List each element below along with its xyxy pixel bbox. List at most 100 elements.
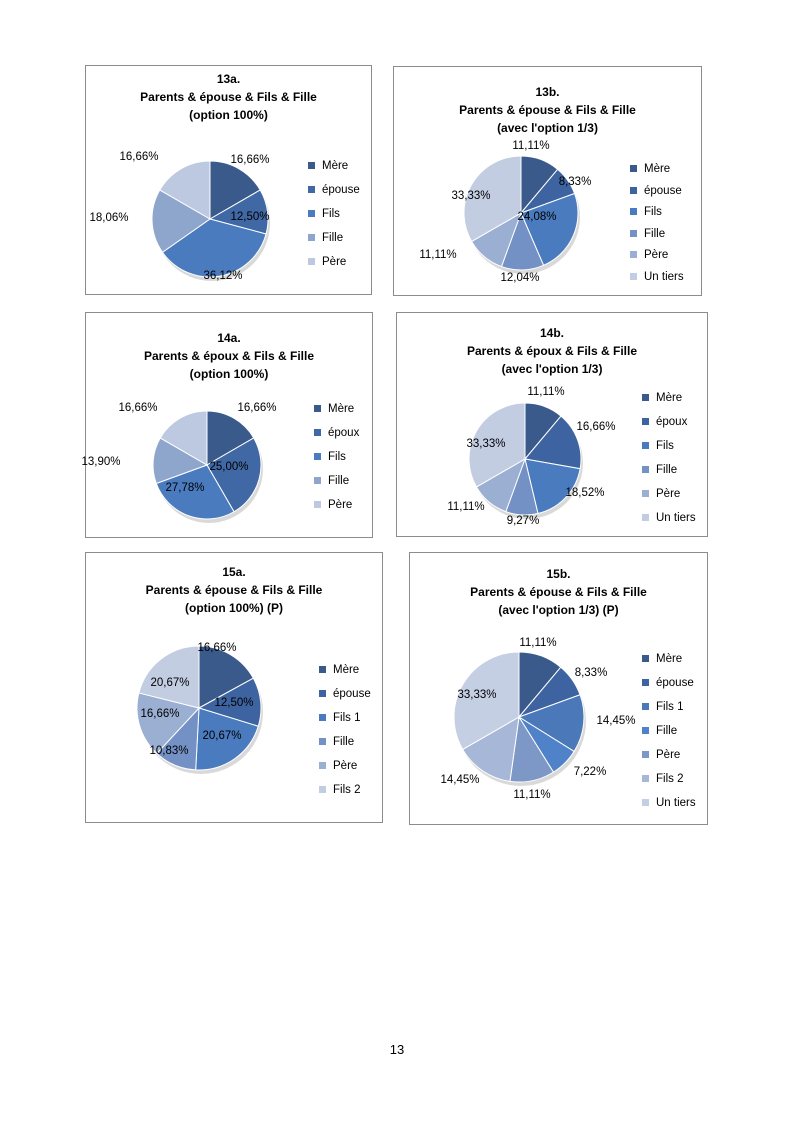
- chart-title: 14a. Parents & époux & Fils & Fille (opt…: [86, 329, 372, 383]
- legend-swatch: [308, 162, 315, 169]
- data-label-fils-2: 20,67%: [150, 677, 189, 689]
- chart-title-line: (option 100%): [189, 108, 268, 122]
- pie-chart: 11,11% 8,33% 24,08% 12,04% 11,11% 33,33%: [419, 140, 592, 284]
- legend-swatch: [642, 442, 649, 449]
- chart-title-line: 15b.: [546, 567, 571, 581]
- legend-swatch: [319, 690, 326, 697]
- legend-label: Fils 1: [656, 701, 684, 713]
- legend-swatch: [308, 210, 315, 217]
- pie-slice-epoux: [524, 415, 582, 470]
- legend-swatch: [314, 453, 321, 460]
- data-label-epouse: 8,33%: [559, 176, 592, 188]
- legend-swatch: [642, 655, 649, 662]
- data-label-mere: 11,11%: [527, 386, 564, 398]
- data-label-pere: 16,66%: [140, 708, 179, 720]
- legend-label: Mère: [656, 653, 683, 665]
- legend-swatch: [642, 703, 649, 710]
- pie-slice-fils: [520, 192, 579, 266]
- data-label-epoux: 25,00%: [209, 461, 248, 473]
- legend-swatch: [308, 234, 315, 241]
- legend-label: Père: [656, 488, 681, 500]
- pie-chart: 16,66% 25,00% 27,78% 13,90% 16,66%: [81, 402, 277, 523]
- data-label-fille: 7,22%: [574, 766, 607, 778]
- chart-title-line: Parents & époux & Fils & Fille: [466, 344, 638, 358]
- legend-label: Fils 1: [333, 712, 361, 724]
- legend-swatch: [319, 714, 326, 721]
- legend-swatch: [308, 186, 315, 193]
- legend-label: Fille: [333, 736, 355, 748]
- chart-14b: 14b. Parents & époux & Fils & Fille (ave…: [396, 312, 708, 537]
- pie-slice-un-tiers: [468, 402, 526, 488]
- pie-slice-fils-2: [462, 716, 520, 782]
- legend-swatch: [319, 738, 326, 745]
- legend-swatch: [308, 258, 315, 265]
- legend-label: Fils: [322, 208, 340, 220]
- chart-title-line: (option 100%): [189, 367, 269, 381]
- legend-swatch: [314, 501, 321, 508]
- chart-title-line: 14b.: [539, 326, 564, 340]
- chart-title: 15b. Parents & épouse & Fils & Fille (av…: [410, 565, 707, 619]
- pie-slice-pere: [159, 160, 211, 220]
- legend-swatch: [630, 186, 637, 194]
- legend-label: Fils 2: [656, 773, 684, 785]
- chart-title-line: (avec l'option 1/3) (P): [498, 603, 619, 617]
- legend-swatch: [630, 165, 637, 172]
- pie-slice-fils-1: [517, 694, 585, 753]
- data-label-fils-2: 14,45%: [440, 774, 479, 786]
- legend-swatch: [642, 418, 649, 425]
- chart-title-line: Parents & époux & Fils & Fille: [143, 349, 315, 363]
- pie-slice-fils: [161, 218, 267, 278]
- chart-15b: 15b. Parents & épouse & Fils & Fille (av…: [409, 552, 708, 825]
- chart-title-line: Parents & épouse & Fils & Fille: [470, 585, 647, 599]
- data-label-un-tiers: 33,33%: [451, 190, 490, 202]
- legend-label: Un tiers: [644, 270, 684, 283]
- data-label-fille: 12,04%: [500, 272, 539, 284]
- legend-label: Fille: [322, 232, 344, 244]
- legend-label: Mère: [656, 392, 683, 404]
- data-label-pere: 16,66%: [119, 151, 158, 163]
- chart-title: 13a. Parents & épouse & Fils & Fille (op…: [86, 70, 371, 124]
- legend-swatch: [642, 751, 649, 758]
- data-label-epouse: 12,50%: [214, 697, 253, 709]
- data-label-fille: 10,83%: [149, 745, 188, 757]
- page-number: 13: [389, 1042, 405, 1057]
- data-label-fils: 27,78%: [165, 482, 204, 494]
- legend-label: Mère: [322, 160, 349, 172]
- legend-swatch: [630, 208, 637, 215]
- data-label-fils-1: 20,67%: [202, 730, 241, 742]
- data-label-fille: 9,27%: [507, 515, 540, 527]
- legend-label: Un tiers: [656, 512, 696, 524]
- legend-swatch: [319, 786, 326, 793]
- data-label-mere: 16,66%: [197, 642, 236, 654]
- data-label-mere: 16,66%: [230, 154, 269, 166]
- data-label-epouse: 12,50%: [230, 211, 269, 223]
- legend-label: Père: [656, 749, 681, 761]
- legend-swatch: [314, 477, 321, 484]
- pie-slice-pere: [136, 692, 200, 755]
- data-label-un-tiers: 33,33%: [466, 438, 505, 450]
- pie-chart: 16,66% 12,50% 36,12% 18,06% 16,66%: [89, 151, 270, 282]
- chart-title-line: (avec l'option 1/3): [497, 121, 598, 135]
- legend-swatch: [630, 229, 637, 237]
- data-label-fils: 36,12%: [203, 270, 242, 282]
- data-label-pere: 11,11%: [513, 789, 550, 801]
- legend-label: Fille: [328, 475, 350, 487]
- legend-label: Fille: [656, 464, 678, 476]
- legend-label: Fils: [328, 451, 346, 463]
- chart-title-line: (option 100%) (P): [185, 601, 283, 615]
- legend-swatch: [630, 272, 637, 280]
- legend-swatch: [642, 514, 649, 521]
- chart-title-line: 15a.: [222, 565, 246, 579]
- legend-label: Mère: [333, 664, 360, 676]
- legend-swatch: [642, 727, 649, 734]
- pie-slice-mere: [209, 160, 261, 220]
- pie-slice-fille: [151, 189, 211, 253]
- data-label-epouse: 8,33%: [575, 667, 608, 679]
- data-label-fille: 13,90%: [81, 456, 120, 468]
- legend-label: épouse: [656, 677, 694, 689]
- pie-chart: 16,66% 12,50% 20,67% 10,83% 16,66% 20,67%: [136, 642, 263, 774]
- chart-title: 13b. Parents & épouse & Fils & Fille (av…: [394, 83, 701, 137]
- chart-title-line: 13a.: [216, 72, 241, 86]
- legend-label: épouse: [333, 688, 371, 700]
- legend-swatch: [642, 799, 649, 806]
